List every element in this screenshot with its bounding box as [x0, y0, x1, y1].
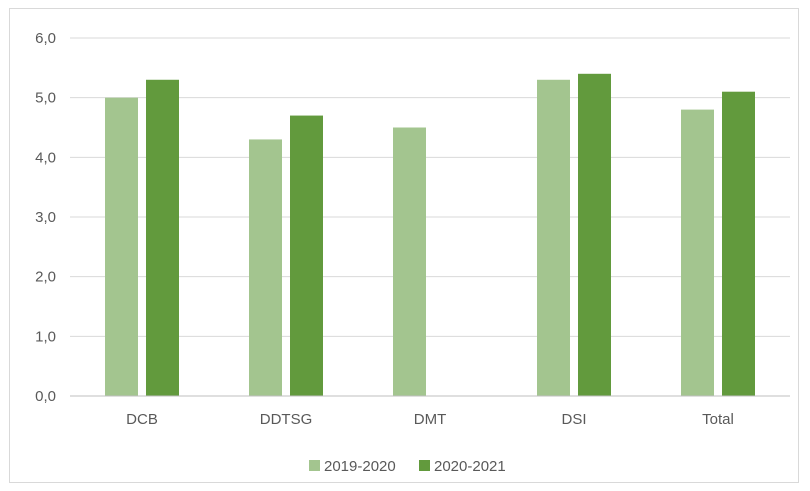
bar-total-2019-2020	[681, 109, 714, 396]
y-tick-label: 0,0	[35, 388, 56, 405]
y-tick-label: 1,0	[35, 328, 56, 345]
bar-chart: 0,0 1,0 2,0 3,0 4,0 5,0 6,0 DCB DDTSG DMT DSI Tota…	[35, 30, 790, 475]
bar-dsi-2019-2020	[537, 79, 570, 397]
legend-swatch	[309, 460, 320, 471]
y-tick-label: 2,0	[35, 269, 56, 286]
y-tick-label: 3,0	[35, 209, 56, 226]
x-tick-label: Total	[702, 411, 734, 428]
x-tick-label: DDTSG	[260, 411, 313, 428]
x-tick-label: DCB	[126, 411, 158, 428]
x-axis-tick-labels: DCB DDTSG DMT DSI Total	[126, 411, 734, 428]
bar-ddtsg-2019-2020	[249, 139, 282, 396]
bar-dcb-2019-2020	[105, 97, 138, 397]
y-tick-label: 6,0	[35, 30, 56, 47]
y-tick-label: 5,0	[35, 90, 56, 107]
legend-label: 2020-2021	[434, 458, 506, 475]
chart-frame: 0,0 1,0 2,0 3,0 4,0 5,0 6,0 DCB DDTSG DMT DSI Tota…	[9, 8, 799, 483]
legend-label: 2019-2020	[324, 458, 396, 475]
x-tick-label: DMT	[414, 411, 447, 428]
legend-swatch	[419, 460, 430, 471]
bar-total-2020-2021	[722, 91, 755, 396]
y-tick-label: 4,0	[35, 149, 56, 166]
x-tick-label: DSI	[561, 411, 586, 428]
bar-dmt-2019-2020	[393, 127, 426, 396]
legend: 2019-2020 2020-2021	[309, 458, 506, 475]
gridlines	[70, 37, 790, 337]
bar-ddtsg-2020-2021	[290, 115, 323, 397]
bar-dsi-2020-2021	[578, 73, 611, 397]
bar-dcb-2020-2021	[146, 79, 179, 397]
bars	[105, 73, 755, 397]
y-axis-tick-labels: 0,0 1,0 2,0 3,0 4,0 5,0 6,0	[35, 30, 56, 405]
